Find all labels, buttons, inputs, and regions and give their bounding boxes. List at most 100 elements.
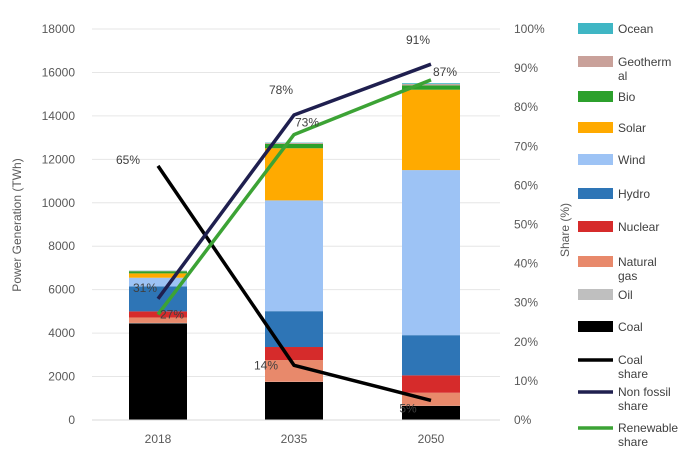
legend-label: Oil	[618, 288, 633, 302]
legend-label: Bio	[618, 90, 636, 104]
legend-label: Nuclear	[618, 220, 659, 234]
legend-item-nuclear: Nuclear	[578, 220, 659, 234]
y-tick-label: 2000	[48, 370, 75, 384]
bar-segment-geothermal-2050	[402, 84, 460, 86]
legend-swatch	[578, 23, 613, 34]
bar-segment-wind-2018	[129, 277, 187, 287]
legend-swatch	[578, 56, 613, 67]
point-label-renewable-share: 87%	[433, 65, 457, 79]
bar-segment-hydro-2050	[402, 335, 460, 376]
legend-swatch	[578, 188, 613, 199]
point-label-coal-share: 65%	[116, 153, 140, 167]
y-tick-label: 14000	[42, 109, 76, 123]
legend-item-coal: Coal	[578, 320, 643, 334]
bar-segment-bio-2035	[265, 143, 323, 149]
line-non-fossil-share	[156, 62, 432, 300]
y2-tick-label: 0%	[514, 413, 532, 427]
y-tick-label: 18000	[42, 22, 76, 36]
y-tick-label: 16000	[42, 65, 76, 79]
legend-label: Ocean	[618, 22, 653, 36]
legend-label: Natural gas	[618, 255, 657, 283]
y2-tick-label: 30%	[514, 296, 538, 310]
legend-swatch	[578, 256, 613, 267]
legend-item-oil: Oil	[578, 288, 633, 302]
y2-axis-ticks: 0% 10% 20% 30% 40% 50% 60% 70% 80% 90% 100%	[514, 22, 545, 427]
legend-label: Geotherm al	[618, 55, 671, 83]
y2-axis-title: Share (%)	[558, 203, 572, 257]
y-tick-label: 8000	[48, 239, 75, 253]
y2-tick-label: 90%	[514, 61, 538, 75]
bar-segment-nuclear-2050	[402, 375, 460, 393]
line-coal-share	[156, 164, 432, 403]
legend-item-renewable-share: Renewable share	[578, 421, 678, 449]
bar-segment-hydro-2035	[265, 311, 323, 348]
legend-item-non-fossil-share: Non fossil share	[578, 385, 671, 413]
y-tick-label: 6000	[48, 283, 75, 297]
legend-swatch	[578, 321, 613, 332]
y2-tick-label: 20%	[514, 335, 538, 349]
x-tick-label: 2035	[281, 432, 308, 446]
bar-segment-natural-gas-2035	[265, 360, 323, 382]
x-tick-label: 2018	[145, 432, 172, 446]
legend-item-hydro: Hydro	[578, 187, 650, 201]
legend-swatch	[578, 122, 613, 133]
legend-item-geothermal: Geotherm al	[578, 55, 671, 83]
y2-tick-label: 10%	[514, 374, 538, 388]
y-tick-label: 10000	[42, 196, 76, 210]
point-label-renewable-share: 27%	[160, 307, 184, 321]
legend-item-wind: Wind	[578, 153, 645, 167]
legend-swatch	[578, 91, 613, 102]
point-label-non-fossil-share: 31%	[133, 281, 157, 295]
y2-tick-label: 70%	[514, 139, 538, 153]
share-lines	[156, 62, 432, 403]
legend-swatch	[578, 289, 613, 300]
share-point-labels: 65% 14% 5% 31% 78% 91% 27% 73% 87%	[116, 33, 457, 415]
legend-label: Coal share	[618, 353, 648, 381]
bar-segment-wind-2050	[402, 170, 460, 336]
point-label-non-fossil-share: 78%	[269, 83, 293, 97]
bar-segment-coal-2018	[129, 323, 187, 420]
bar-segment-bio-2050	[402, 85, 460, 90]
bar-segment-bio-2018	[129, 271, 187, 274]
legend: Ocean Geotherm al Bio Solar Wind Hydro Nuclear N…	[578, 22, 678, 449]
bar-segment-solar-2035	[265, 148, 323, 201]
legend-item-ocean: Ocean	[578, 22, 653, 36]
x-axis-ticks: 2018 2035 2050	[145, 432, 445, 446]
y2-tick-label: 50%	[514, 218, 538, 232]
bar-segment-solar-2050	[402, 89, 460, 171]
legend-label: Coal	[618, 320, 643, 334]
bar-segment-solar-2018	[129, 273, 187, 278]
bar-segment-coal-2035	[265, 381, 323, 420]
legend-swatch	[578, 154, 613, 165]
legend-item-natural-gas: Natural gas	[578, 255, 657, 283]
point-label-coal-share: 5%	[399, 401, 417, 415]
legend-item-coal-share: Coal share	[578, 353, 648, 381]
stacked-bars	[129, 83, 460, 420]
legend-item-solar: Solar	[578, 121, 646, 135]
line-renewable-share	[156, 78, 432, 316]
legend-label: Renewable share	[618, 421, 678, 449]
y2-tick-label: 100%	[514, 22, 545, 36]
y2-tick-label: 60%	[514, 178, 538, 192]
point-label-coal-share: 14%	[254, 358, 278, 372]
y-axis-ticks: 0 2000 4000 6000 8000 10000 12000 14000 16000 180…	[42, 22, 76, 427]
legend-label: Non fossil share	[618, 385, 671, 413]
bar-segment-natural-gas-2018	[129, 317, 187, 323]
bar-segment-geothermal-2035	[265, 143, 323, 144]
y-tick-label: 4000	[48, 326, 75, 340]
y-tick-label: 0	[68, 413, 75, 427]
x-tick-label: 2050	[418, 432, 445, 446]
bar-segment-ocean-2050	[402, 83, 460, 85]
y-axis-title: Power Generation (TWh)	[10, 158, 24, 291]
legend-label: Wind	[618, 153, 645, 167]
legend-swatch	[578, 221, 613, 232]
y2-tick-label: 80%	[514, 100, 538, 114]
legend-label: Solar	[618, 121, 646, 135]
bar-segment-nuclear-2035	[265, 347, 323, 361]
legend-label: Hydro	[618, 187, 650, 201]
point-label-renewable-share: 73%	[295, 116, 319, 130]
bar-segment-wind-2035	[265, 200, 323, 312]
point-label-non-fossil-share: 91%	[406, 33, 430, 47]
legend-item-bio: Bio	[578, 90, 636, 104]
